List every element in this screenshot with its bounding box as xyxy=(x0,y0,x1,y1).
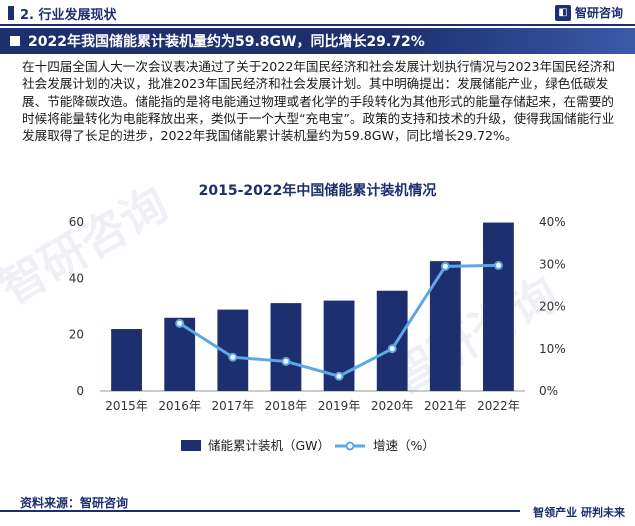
x-tick-label: 2018年 xyxy=(265,399,308,413)
source-note: 资料来源：智研咨询 xyxy=(20,496,129,510)
growth-point xyxy=(493,260,503,270)
footer-slogan: 智领产业 研判未来 xyxy=(533,506,625,519)
y-left-tick-label: 20 xyxy=(69,328,84,342)
legend-bar-swatch xyxy=(181,440,201,451)
section-marker xyxy=(8,6,14,20)
body-paragraph: 在十四届全国人大一次会议表决通过了关于2022年国民经济和社会发展计划执行情况与… xyxy=(22,59,616,144)
growth-point xyxy=(440,261,450,271)
footer-divider xyxy=(0,510,520,512)
y-left-tick-label: 0 xyxy=(76,384,84,398)
growth-point xyxy=(228,352,238,362)
x-tick-label: 2021年 xyxy=(424,399,467,413)
bar xyxy=(483,222,514,391)
headline-bullet xyxy=(10,36,20,46)
growth-point xyxy=(334,371,344,381)
growth-point xyxy=(175,318,185,328)
legend-bar-label: 储能累计装机（GW） xyxy=(208,438,330,453)
x-tick-label: 2015年 xyxy=(105,399,148,413)
x-tick-label: 2020年 xyxy=(371,399,414,413)
y-right-tick-label: 30% xyxy=(539,257,566,271)
top-divider xyxy=(0,24,635,26)
x-tick-label: 2022年 xyxy=(477,399,520,413)
section-header: 2. 行业发展现状 xyxy=(0,0,635,26)
chart-title: 2015-2022年中国储能累计装机情况 xyxy=(198,183,437,199)
bar xyxy=(376,290,408,391)
section-title: 2. 行业发展现状 xyxy=(20,7,117,23)
legend-line-marker xyxy=(345,441,355,451)
headline-text: 2022年我国储能累计装机量约为59.8GW，同比增长29.72% xyxy=(28,34,425,50)
y-right-tick-label: 40% xyxy=(539,215,566,229)
chart-svg: 0 20 40 60 0% 10% 20% 30% 40% 2015年 2016年 2017年 2018… xyxy=(69,215,566,453)
x-tick-label: 2016年 xyxy=(158,399,201,413)
brand-logo-icon: ◧ xyxy=(554,4,571,21)
y-right-tick-label: 20% xyxy=(539,300,566,314)
growth-point xyxy=(281,356,291,366)
bar xyxy=(270,303,302,391)
headline-banner: 2022年我国储能累计装机量约为59.8GW，同比增长29.72% xyxy=(0,28,635,54)
brand-name: 智研咨询 xyxy=(574,6,623,20)
growth-point xyxy=(387,344,397,354)
bar xyxy=(111,329,142,391)
y-left-tick-label: 60 xyxy=(69,215,84,229)
legend-line-label: 增速（%） xyxy=(373,438,435,453)
y-left-tick-label: 40 xyxy=(69,271,84,285)
x-tick-label: 2017年 xyxy=(212,399,255,413)
y-right-tick-label: 10% xyxy=(539,342,566,356)
brand-logo: ◧ 智研咨询 xyxy=(554,4,623,21)
x-tick-label: 2019年 xyxy=(318,399,361,413)
y-right-tick-label: 0% xyxy=(539,384,558,398)
